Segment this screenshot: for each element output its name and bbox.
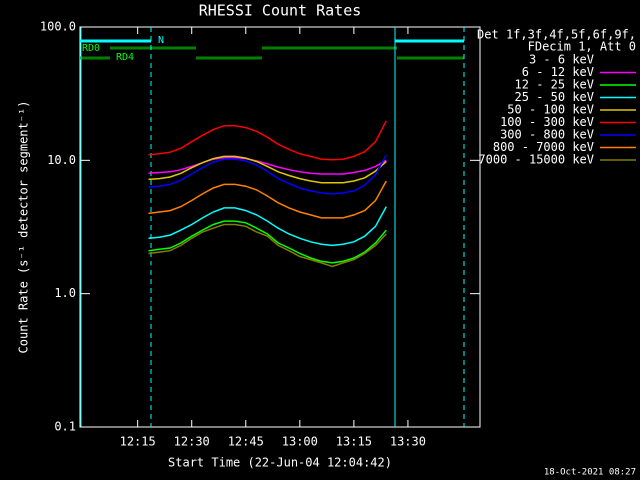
x-axis-label: Start Time (22-Jun-04 12:04:42) <box>168 456 392 470</box>
y-axis-label: Count Rate (s⁻¹ detector segment⁻¹) <box>17 101 31 354</box>
chart-title: RHESSI Count Rates <box>199 2 362 20</box>
legend-title: Det 1f,3f,4f,5f,6f,9f, <box>477 28 636 42</box>
series-line <box>148 220 387 264</box>
x-tick-label: 13:00 <box>282 435 318 449</box>
x-tick-label: 13:30 <box>390 435 426 449</box>
x-tick-label: 12:45 <box>228 435 264 449</box>
x-tick-label: 12:15 <box>120 435 156 449</box>
series-line <box>148 154 387 195</box>
legend-label: 3 - 6 keV <box>529 53 594 67</box>
legend-label: 6 - 12 keV <box>522 65 594 79</box>
series-line <box>148 155 387 184</box>
legend-label: 50 - 100 keV <box>507 103 594 117</box>
flags: RD0 RD4 N <box>80 27 465 427</box>
series-line <box>148 220 388 280</box>
legend-label: 12 - 25 keV <box>515 78 594 92</box>
legend-label: 300 - 800 keV <box>500 128 594 142</box>
y-tick-label: 0.1 <box>54 420 76 434</box>
y-tick-label: 100.0 <box>40 20 76 34</box>
legend-label: 7000 - 15000 keV <box>478 153 594 167</box>
y-tick-label: 1.0 <box>54 286 76 300</box>
y-tick-label: 10.0 <box>47 153 76 167</box>
series-line <box>148 206 387 247</box>
flag-label: RD4 <box>116 52 134 63</box>
flag-label: N <box>158 35 164 46</box>
legend-label: 25 - 50 keV <box>515 90 594 104</box>
legend-label: 100 - 300 keV <box>500 115 594 129</box>
x-tick-label: 12:30 <box>174 435 210 449</box>
series-line <box>148 223 387 268</box>
x-tick-label: 13:15 <box>336 435 372 449</box>
footer: 18-Oct-2021 08:27 <box>544 468 636 478</box>
series-line <box>148 156 387 175</box>
series-line <box>148 180 387 219</box>
series-line <box>148 120 387 161</box>
flag-label: RD0 <box>82 43 100 54</box>
plot-frame <box>79 26 481 428</box>
legend-label: 800 - 7000 keV <box>493 140 594 154</box>
legend-title: FDecim 1, Att 0 <box>528 40 636 54</box>
